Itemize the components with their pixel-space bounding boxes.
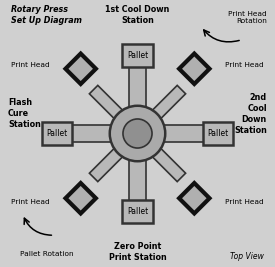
Text: Pallet: Pallet [127, 50, 148, 60]
Text: Pallet Rotation: Pallet Rotation [20, 251, 73, 257]
Polygon shape [129, 65, 146, 134]
Text: 1st Cool Down
Station: 1st Cool Down Station [105, 5, 170, 25]
Polygon shape [89, 85, 142, 138]
Polygon shape [133, 85, 186, 138]
Polygon shape [65, 54, 96, 84]
Text: Pallet: Pallet [46, 129, 68, 138]
Text: Rotary Press
Set Up Diagram: Rotary Press Set Up Diagram [11, 5, 82, 25]
Polygon shape [129, 134, 146, 202]
Circle shape [123, 119, 152, 148]
Polygon shape [179, 183, 210, 213]
Polygon shape [89, 129, 142, 182]
Text: Pallet: Pallet [127, 207, 148, 217]
Text: Print Head
Rotation: Print Head Rotation [228, 11, 267, 24]
Polygon shape [138, 125, 206, 142]
Polygon shape [69, 125, 138, 142]
Circle shape [110, 106, 165, 161]
Polygon shape [65, 183, 96, 213]
Polygon shape [42, 122, 72, 145]
Polygon shape [179, 54, 210, 84]
Text: 2nd
Cool
Down
Station: 2nd Cool Down Station [234, 93, 267, 135]
Text: Flash
Cure
Station: Flash Cure Station [8, 98, 41, 129]
Polygon shape [122, 44, 153, 67]
Text: Print Head: Print Head [11, 199, 50, 205]
Text: Print Head: Print Head [225, 199, 264, 205]
Polygon shape [133, 129, 186, 182]
Text: Print Head: Print Head [225, 62, 264, 68]
Text: Zero Point
Print Station: Zero Point Print Station [109, 242, 166, 262]
Polygon shape [122, 200, 153, 223]
Text: Pallet: Pallet [207, 129, 229, 138]
Text: Print Head: Print Head [11, 62, 50, 68]
Polygon shape [203, 122, 233, 145]
Text: Top View: Top View [230, 252, 264, 261]
